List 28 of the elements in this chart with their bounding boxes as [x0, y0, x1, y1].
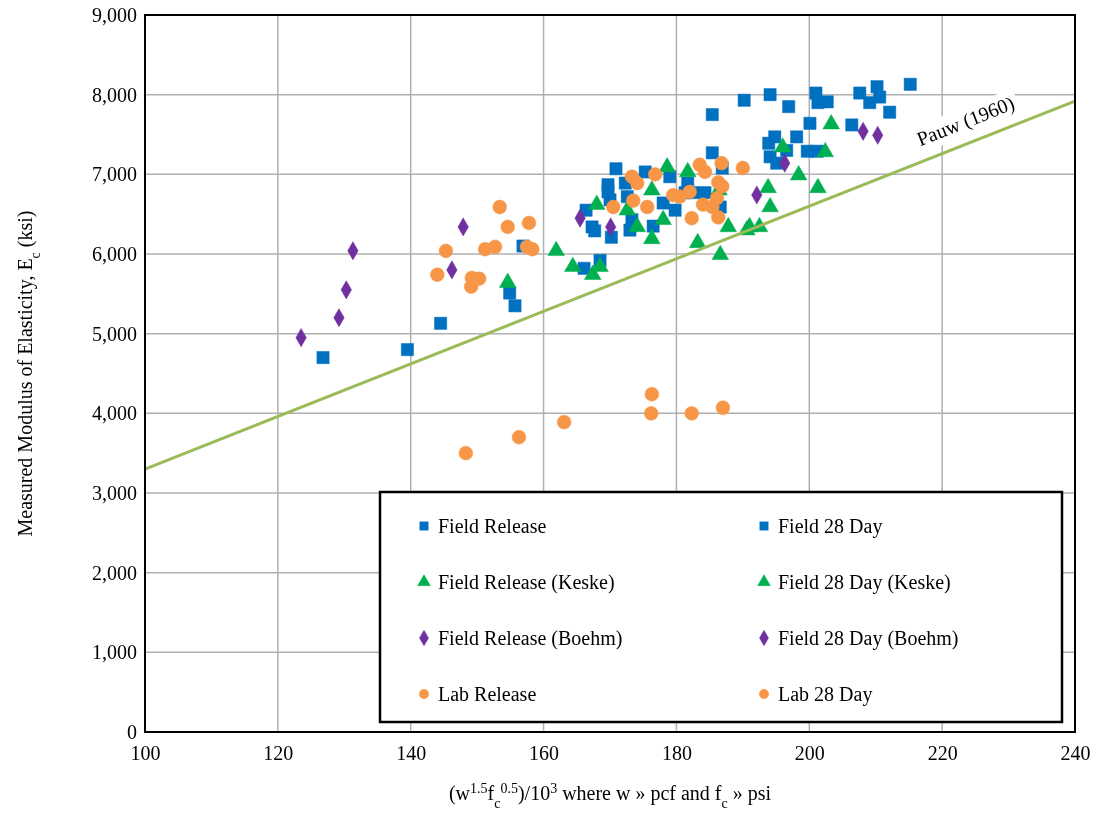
- y-tick-label: 3,000: [92, 481, 137, 504]
- x-tick-label: 140: [396, 742, 427, 765]
- y-tick-label: 7,000: [92, 163, 137, 186]
- legend-label: Lab 28 Day: [778, 683, 873, 706]
- y-tick-label: 2,000: [92, 561, 137, 584]
- y-tick-label: 5,000: [92, 322, 137, 345]
- y-tick-label: 8,000: [92, 83, 137, 106]
- text: (w$^{1.5}$f$_{c}$$^{0.5}$)/10$^{3}$ where w » pcf and f$_{c}$ » psi: [448, 780, 772, 811]
- legend-label: Field Release (Keske): [438, 571, 615, 594]
- legend-label: Field 28 Day: [778, 515, 883, 538]
- y-tick-label: 0: [127, 720, 137, 743]
- x-tick-label: 180: [661, 742, 692, 765]
- x-tick-label: 120: [263, 742, 294, 765]
- y-tick-label: 9,000: [92, 3, 137, 26]
- y-tick-label: 1,000: [92, 641, 137, 664]
- legend-label: Field Release (Boehm): [438, 627, 623, 650]
- y-tick-label: 6,000: [92, 242, 137, 265]
- x-tick-label: 100: [130, 742, 161, 765]
- x-tick-label: 240: [1060, 742, 1091, 765]
- x-tick-label: 160: [529, 742, 560, 765]
- x-tick-label: 200: [794, 742, 825, 765]
- text: Pauw (1960): [913, 91, 1018, 151]
- legend-label: Field 28 Day (Keske): [778, 571, 951, 594]
- y-tick-label: 4,000: [92, 402, 137, 425]
- legend-label: Field 28 Day (Boehm): [778, 627, 959, 650]
- legend-label: Field Release: [438, 515, 547, 537]
- legend-label: Lab Release: [438, 683, 537, 705]
- x-tick-label: 220: [927, 742, 958, 765]
